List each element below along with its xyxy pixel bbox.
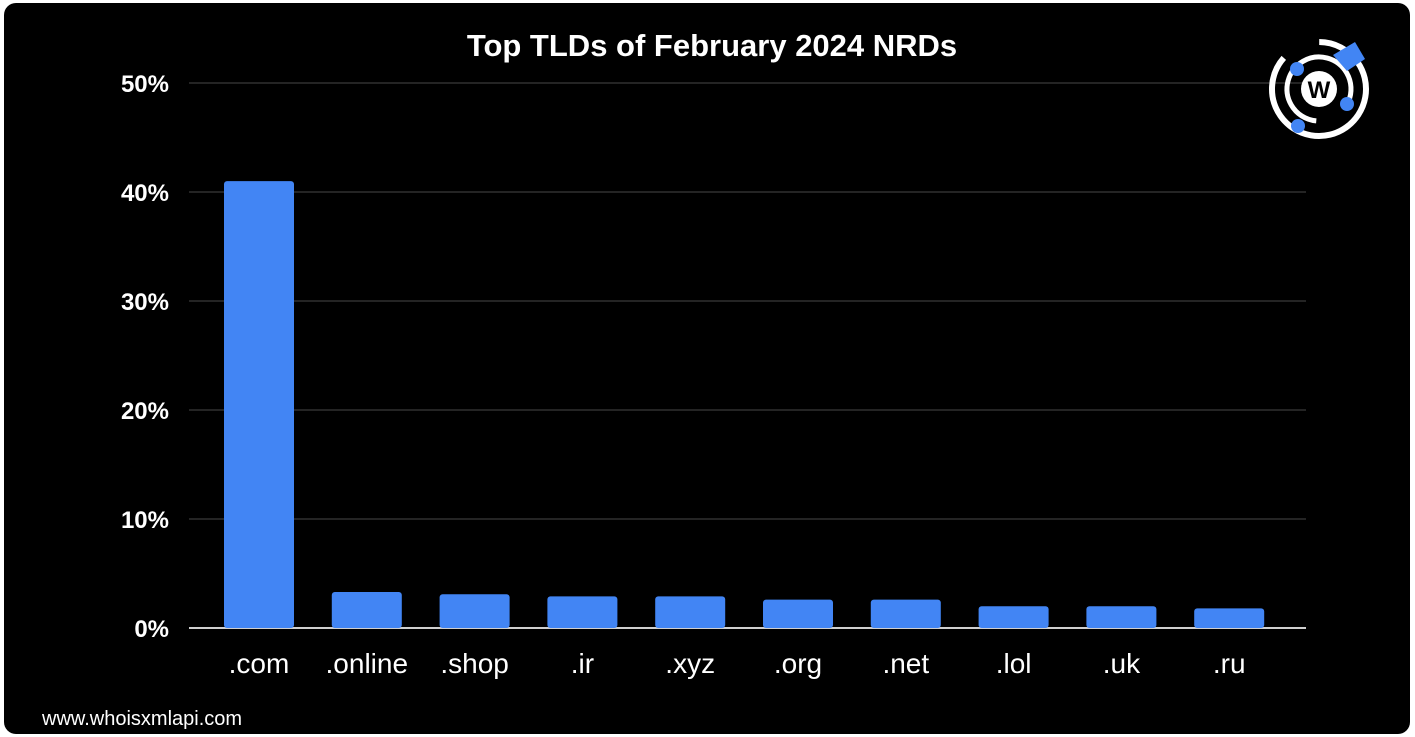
bar-online <box>331 592 402 628</box>
source-url: www.whoisxmlapi.com <box>41 708 242 730</box>
bar-ir <box>547 596 618 628</box>
whoisxmlapi-logo-icon: W <box>1269 39 1369 139</box>
bar-uk <box>1086 606 1157 628</box>
logo-letter: W <box>1308 77 1331 104</box>
y-tick-label: 40% <box>121 180 169 207</box>
bar-org <box>763 599 833 628</box>
x-category-label: .ir <box>571 648 594 679</box>
bar-shop <box>439 594 510 628</box>
bar-lol <box>978 606 1049 628</box>
y-tick-label: 30% <box>121 289 169 316</box>
x-category-label: .lol <box>996 648 1032 679</box>
x-category-label: .shop <box>440 648 509 679</box>
x-category-label: .xyz <box>665 648 715 679</box>
bar-xyz <box>655 596 726 628</box>
y-tick-label: 10% <box>121 507 169 534</box>
bars <box>224 181 1265 628</box>
y-tick-label: 50% <box>121 71 169 98</box>
bar-net <box>870 599 941 628</box>
gridlines <box>189 82 1306 629</box>
bar-ru <box>1194 608 1265 628</box>
y-axis-tick-labels: 0% 10% 20% 30% 40% 50% <box>121 71 169 643</box>
y-tick-label: 20% <box>121 398 169 425</box>
chart-frame: Top TLDs of February 2024 NRDs 0% 10% 20% 3… <box>4 3 1410 734</box>
x-category-label: .com <box>229 648 290 679</box>
x-category-label: .net <box>882 648 929 679</box>
bar-chart: Top TLDs of February 2024 NRDs 0% 10% 20% 3… <box>41 28 1369 730</box>
chart-title: Top TLDs of February 2024 NRDs <box>467 28 957 63</box>
x-category-label: .org <box>774 648 822 679</box>
x-category-label: .uk <box>1103 648 1141 679</box>
x-axis-category-labels: .com .online .shop .ir .xyz .org .net .lol .uk .r… <box>229 648 1246 679</box>
y-tick-label: 0% <box>134 616 169 643</box>
bar-com <box>224 181 294 628</box>
x-category-label: .ru <box>1213 648 1246 679</box>
x-category-label: .online <box>326 648 409 679</box>
